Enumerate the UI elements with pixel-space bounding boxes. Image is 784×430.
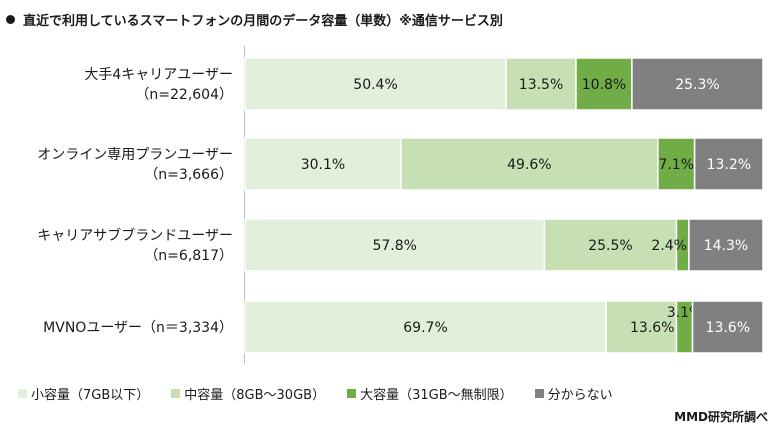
data-label: 57.8% xyxy=(372,238,416,254)
bar-segment xyxy=(605,300,678,354)
data-label: 2.4% xyxy=(651,238,687,254)
data-label: 49.6% xyxy=(507,157,551,173)
legend-swatch xyxy=(18,389,27,398)
data-label: 69.7% xyxy=(403,320,447,336)
chart-title-text: 直近で利用しているスマートフォンの月間のデータ容量（単数）※通信サービス別 xyxy=(23,14,503,29)
data-label: 13.2% xyxy=(707,157,751,173)
data-label: 50.4% xyxy=(353,77,397,93)
data-label: 25.3% xyxy=(675,77,719,93)
legend-label: 小容量（7GB以下） xyxy=(31,388,150,403)
bar-segment xyxy=(575,57,633,111)
bar-segment xyxy=(691,300,764,354)
legend: 小容量（7GB以下） 中容量（8GB～30GB） 大容量（31GB～無制限） 分からな… xyxy=(18,384,635,403)
legend-swatch xyxy=(534,389,544,398)
category-label: 大手4キャリアユーザー xyxy=(84,67,233,83)
category-label: （n=6,817） xyxy=(144,248,233,264)
data-label: 13.6% xyxy=(630,320,674,336)
bar-segment xyxy=(543,218,678,272)
bar-segment xyxy=(693,137,764,191)
bar-segment xyxy=(400,137,659,191)
data-label: 13.5% xyxy=(519,77,563,93)
bar-segment xyxy=(244,218,546,272)
legend-item: 大容量（31GB～無制限） xyxy=(347,384,513,403)
bullet-icon xyxy=(6,15,15,24)
legend-item: 中容量（8GB～30GB） xyxy=(171,384,325,403)
bar-segment xyxy=(244,300,607,354)
legend-item: 分からない xyxy=(534,384,613,403)
category-label: オンライン専用プランユーザー xyxy=(37,147,233,163)
bar-segment xyxy=(688,218,764,272)
data-label: 13.6% xyxy=(706,320,750,336)
category-label: MVNOユーザー（n＝3,334） xyxy=(43,320,233,336)
bar-segment xyxy=(244,57,507,111)
source-note: MMD研究所調べ xyxy=(674,410,768,424)
data-label: 10.8% xyxy=(582,77,626,93)
legend-label: 中容量（8GB～30GB） xyxy=(184,388,326,403)
data-label: 14.3% xyxy=(704,238,748,254)
chart-title: 直近で利用しているスマートフォンの月間のデータ容量（単数）※通信サービス別 xyxy=(6,10,503,29)
legend-label: 分からない xyxy=(547,388,613,403)
data-label: 25.5% xyxy=(588,238,632,254)
bar-segment xyxy=(244,137,402,191)
legend-swatch xyxy=(347,389,357,398)
legend-item: 小容量（7GB以下） xyxy=(18,384,149,403)
bar-segment xyxy=(631,57,764,111)
legend-swatch xyxy=(171,389,181,398)
data-label: 7.1% xyxy=(658,157,694,173)
data-label: 30.1% xyxy=(301,157,345,173)
category-label: キャリアサブブランドユーザー xyxy=(37,227,233,244)
category-label: （n=3,666） xyxy=(144,167,233,183)
bar-segment xyxy=(505,57,577,111)
legend-label: 大容量（31GB～無制限） xyxy=(360,388,513,403)
category-label: （n=22,604） xyxy=(135,87,233,103)
